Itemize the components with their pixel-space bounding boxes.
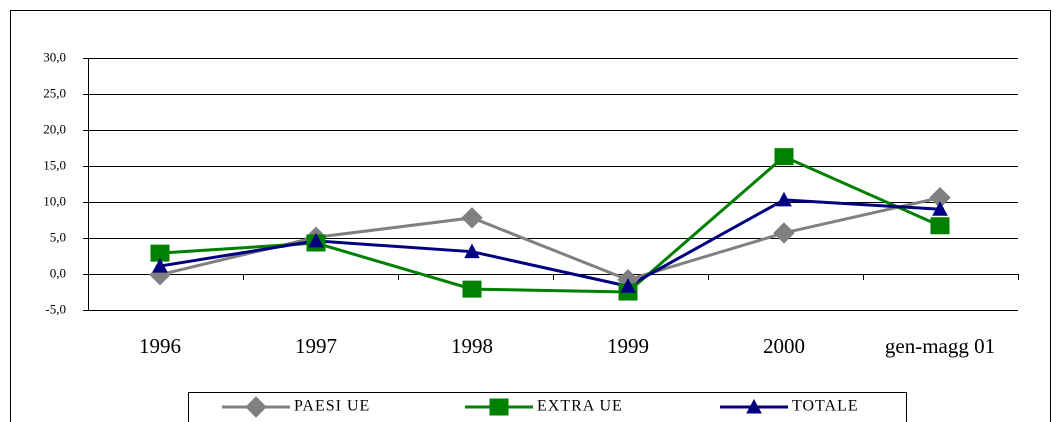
data-point: [930, 217, 950, 235]
legend-label: PAESI UE: [294, 398, 370, 415]
y-tick-label: -5,0: [45, 301, 66, 316]
x-tick-label: 1996: [139, 334, 181, 358]
legend-marker: [245, 396, 267, 418]
chart-border: [10, 10, 1051, 422]
data-point: [462, 280, 482, 298]
legend-marker: [489, 398, 509, 416]
legend-label: EXTRA UE: [537, 398, 623, 415]
data-point: [773, 222, 795, 244]
data-point: [620, 278, 636, 293]
x-tick-label: 2000: [763, 334, 805, 358]
y-tick-label: 25,0: [43, 85, 66, 100]
x-tick-label: 1997: [295, 334, 337, 358]
y-tick-label: 15,0: [43, 157, 66, 172]
data-point: [776, 191, 792, 207]
data-point: [150, 244, 170, 262]
x-tick-label: 1998: [451, 334, 493, 358]
y-tick-label: 30,0: [43, 49, 66, 64]
y-tick-label: 5,0: [50, 229, 66, 244]
legend-marker: [746, 398, 762, 414]
data-point: [464, 243, 480, 259]
legend-label: TOTALE: [792, 398, 859, 415]
data-point: [308, 232, 324, 248]
data-point: [774, 148, 794, 166]
data-point: [461, 207, 483, 229]
data-point: [152, 258, 168, 273]
series-line: [159, 198, 941, 288]
data-point: [932, 201, 948, 216]
y-tick-label: 10,0: [43, 193, 66, 208]
y-tick-label: 20,0: [43, 121, 66, 136]
x-tick-label: gen-magg 01: [885, 334, 995, 358]
x-tick-label: 1999: [607, 334, 649, 358]
y-tick-label: 0,0: [50, 265, 66, 280]
